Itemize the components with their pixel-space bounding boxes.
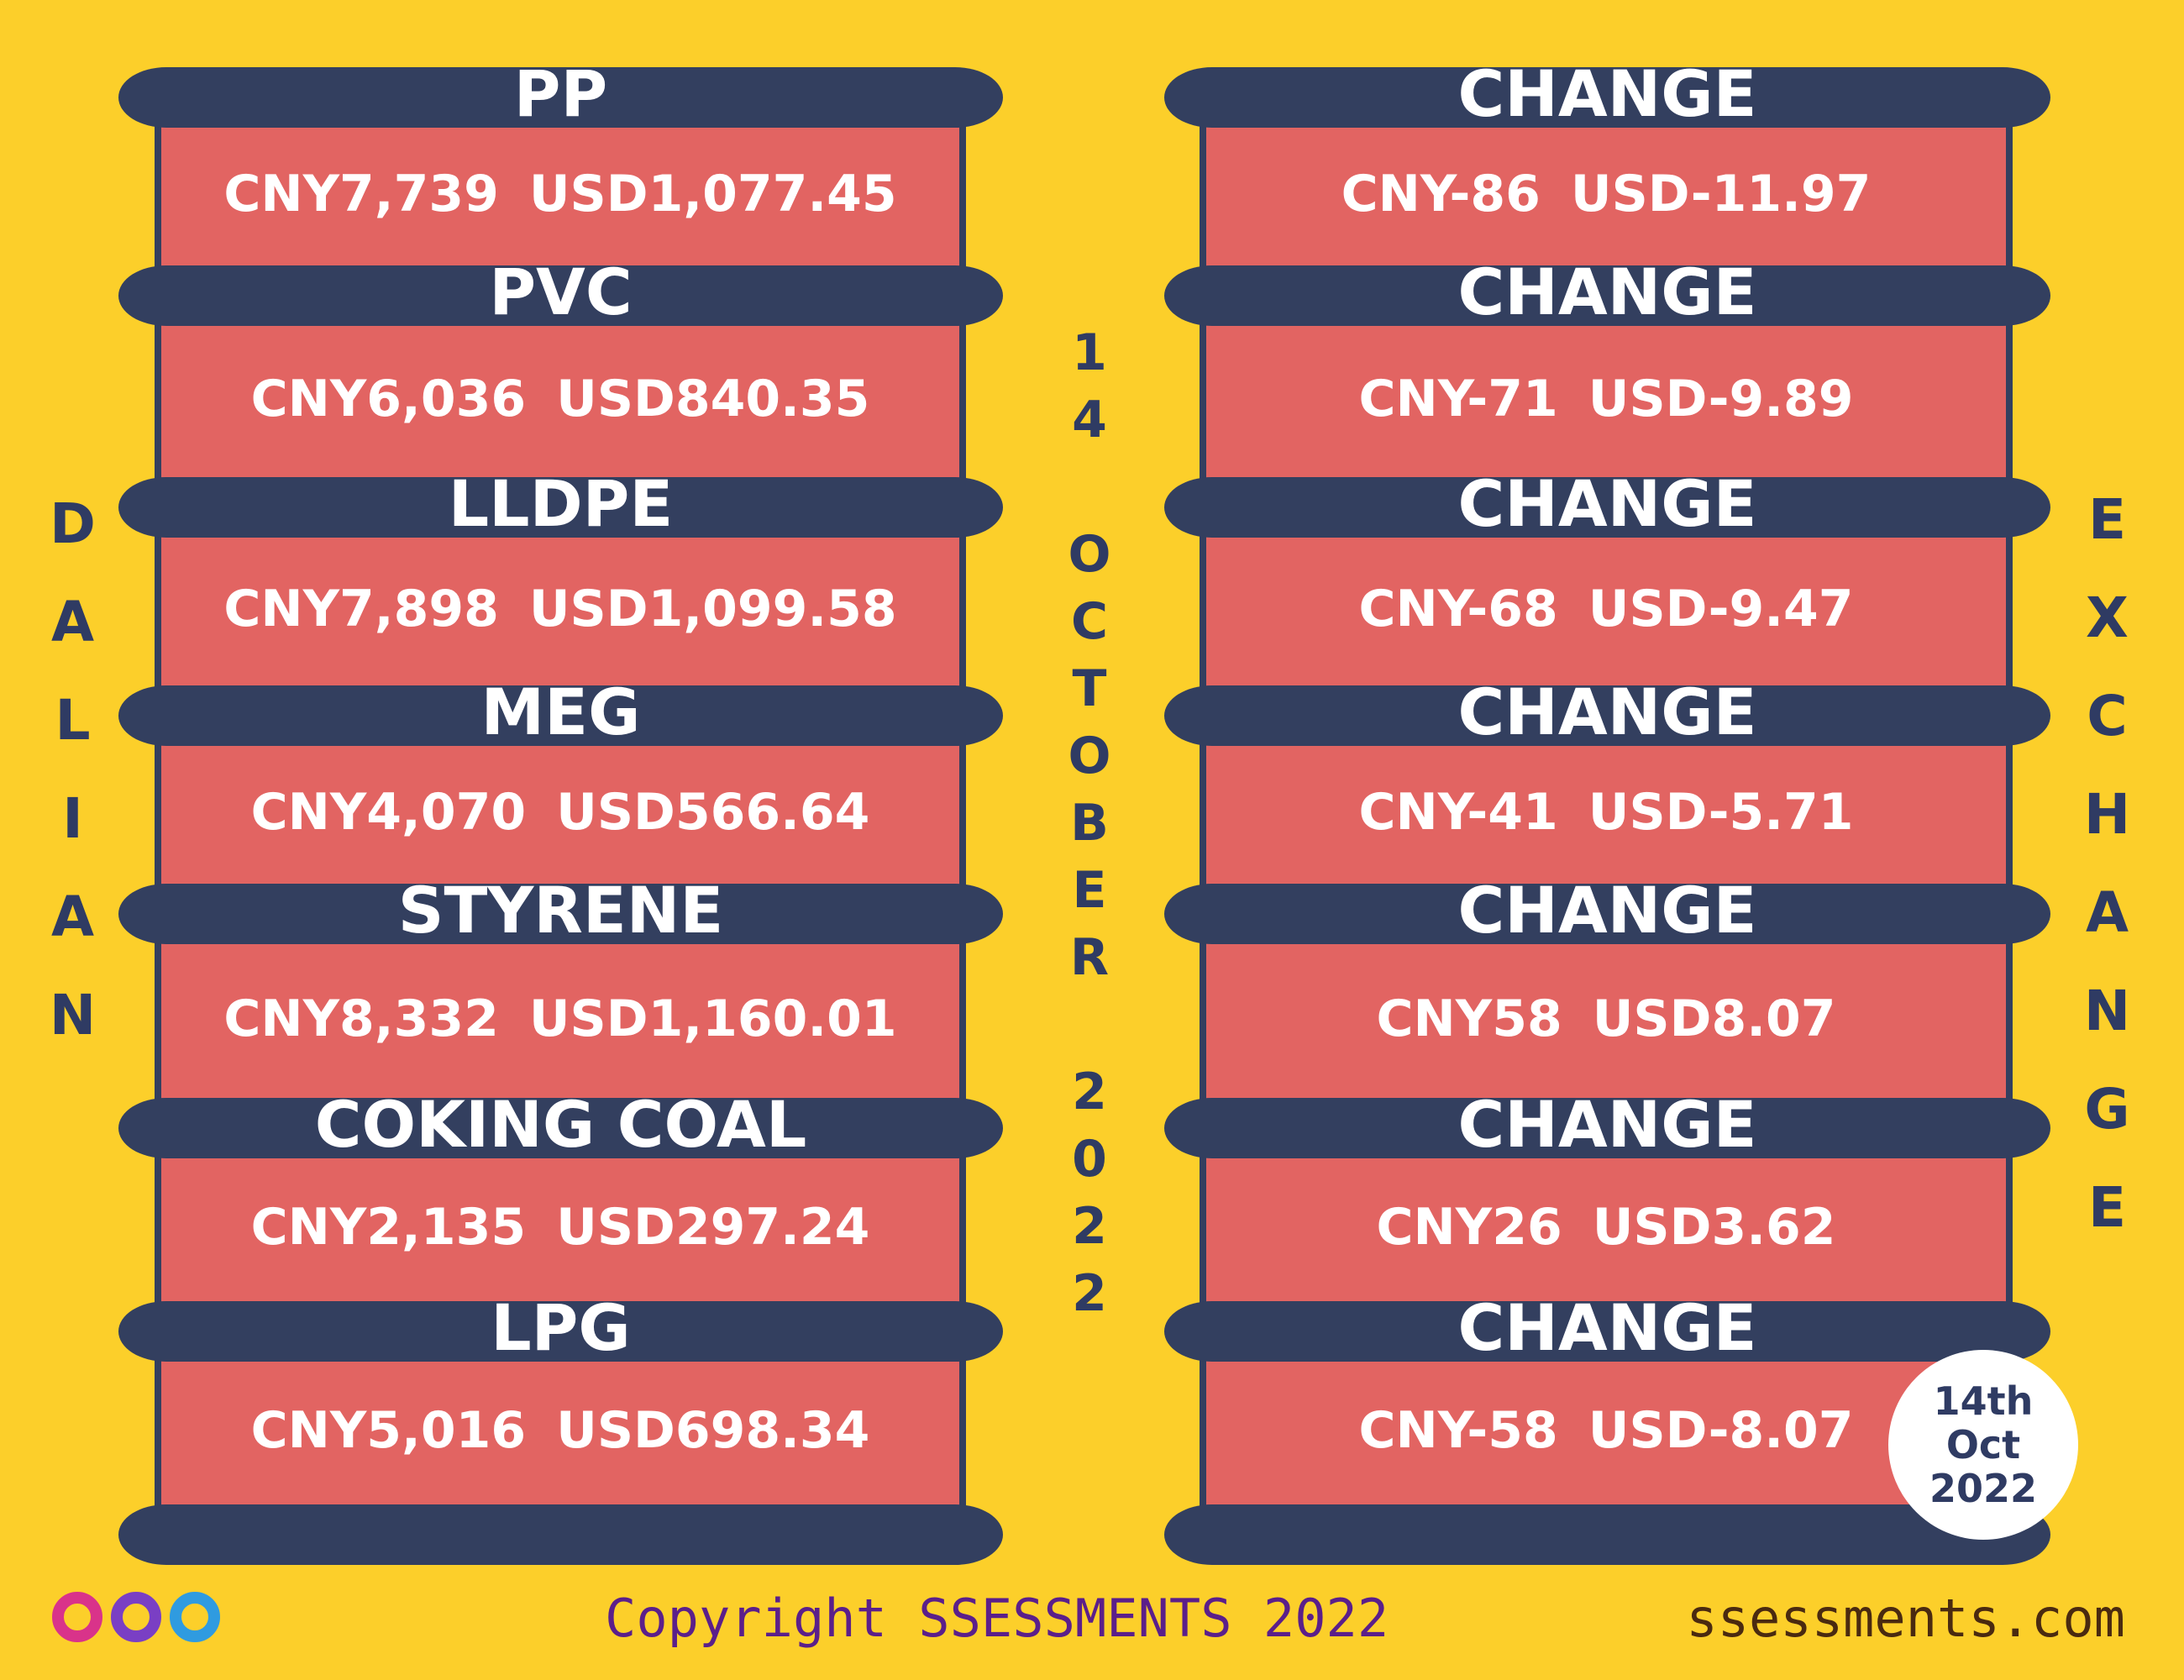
product-name: COKING COAL	[314, 1087, 807, 1162]
bar	[1164, 884, 2050, 944]
panel	[1200, 97, 2013, 1535]
price-cny: CNY7,898	[223, 580, 499, 638]
price-row: CNY58 USD8.07	[1200, 990, 2013, 1048]
side-label: DALIAN	[40, 491, 105, 1081]
price-row: CNY-86 USD-11.97	[1200, 165, 2013, 223]
price-row: CNY6,036 USD840.35	[155, 370, 966, 428]
copyright: Copyright SSESSMENTS 2022	[605, 1588, 1389, 1649]
side-label: EXCHANGE	[2075, 487, 2139, 1273]
price-usd: USD1,099.58	[528, 580, 897, 638]
change-label: CHANGE	[1457, 56, 1757, 131]
price-cny: CNY-86	[1341, 165, 1541, 223]
price-usd: USD698.34	[556, 1401, 870, 1460]
price-usd: USD-11.97	[1570, 165, 1872, 223]
change-label: CHANGE	[1457, 1087, 1757, 1162]
logo-ring	[170, 1592, 220, 1642]
price-row: CNY7,898 USD1,099.58	[155, 580, 966, 638]
price-usd: USD1,077.45	[528, 165, 897, 223]
logo-ring	[111, 1592, 161, 1642]
price-usd: USD-9.47	[1588, 580, 1854, 638]
price-row: CNY7,739 USD1,077.45	[155, 165, 966, 223]
change-label: CHANGE	[1457, 466, 1757, 541]
bar	[1164, 1504, 2050, 1565]
date-label: 14 OCTOBER 2022	[1060, 323, 1119, 1331]
change-label: CHANGE	[1457, 1290, 1757, 1365]
price-row: CNY8,332 USD1,160.01	[155, 990, 966, 1048]
price-row: CNY2,135 USD297.24	[155, 1198, 966, 1257]
price-cny: CNY4,070	[250, 783, 527, 842]
bar	[118, 1098, 1003, 1158]
bar	[1164, 1301, 2050, 1362]
product-name: STYRENE	[397, 873, 724, 948]
price-row: CNY-68 USD-9.47	[1200, 580, 2013, 638]
panel	[155, 97, 966, 1535]
date-badge: 14th Oct 2022	[1888, 1350, 2078, 1540]
change-label: CHANGE	[1457, 675, 1757, 749]
product-name: LPG	[491, 1290, 631, 1365]
bar	[1164, 265, 2050, 326]
bar	[118, 265, 1003, 326]
price-row: CNY26 USD3.62	[1200, 1198, 2013, 1257]
change-label: CHANGE	[1457, 255, 1757, 329]
bar	[118, 884, 1003, 944]
price-row: CNY-41 USD-5.71	[1200, 783, 2013, 842]
price-usd: USD-8.07	[1588, 1401, 1854, 1460]
bar	[1164, 685, 2050, 746]
price-usd: USD-5.71	[1588, 783, 1854, 842]
price-cny: CNY-68	[1358, 580, 1558, 638]
price-cny: CNY-58	[1358, 1401, 1558, 1460]
badge-line: 14th	[1933, 1378, 2034, 1424]
price-usd: USD3.62	[1592, 1198, 1836, 1257]
product-name: MEG	[480, 675, 641, 749]
bar	[1164, 1098, 2050, 1158]
price-cny: CNY26	[1376, 1198, 1562, 1257]
price-cny: CNY2,135	[250, 1198, 527, 1257]
product-name: PVC	[489, 255, 633, 329]
bar	[1164, 477, 2050, 538]
price-row: CNY-58 USD-8.07	[1200, 1401, 2013, 1460]
logo	[52, 1592, 228, 1647]
badge-line: Oct	[1945, 1422, 2021, 1467]
badge-line: 2022	[1929, 1466, 2038, 1511]
price-usd: USD297.24	[556, 1198, 870, 1257]
price-row: CNY4,070 USD566.64	[155, 783, 966, 842]
price-cny: CNY58	[1376, 989, 1562, 1048]
price-usd: USD840.35	[556, 370, 870, 428]
bar	[118, 477, 1003, 538]
price-cny: CNY8,332	[223, 989, 499, 1048]
price-cny: CNY6,036	[250, 370, 527, 428]
change-label: CHANGE	[1457, 873, 1757, 948]
bar	[1164, 67, 2050, 128]
bar	[118, 685, 1003, 746]
price-usd: USD-9.89	[1588, 370, 1854, 428]
price-cny: CNY-41	[1358, 783, 1558, 842]
price-usd: USD8.07	[1592, 989, 1836, 1048]
price-row: CNY-71 USD-9.89	[1200, 370, 2013, 428]
price-cny: CNY5,016	[250, 1401, 527, 1460]
bar	[118, 1301, 1003, 1362]
price-cny: CNY7,739	[223, 165, 499, 223]
price-row: CNY5,016 USD698.34	[155, 1401, 966, 1460]
bar	[118, 67, 1003, 128]
product-name: LLDPE	[448, 466, 674, 541]
price-cny: CNY-71	[1358, 370, 1558, 428]
price-usd: USD1,160.01	[528, 989, 897, 1048]
logo-ring	[52, 1592, 102, 1642]
price-usd: USD566.64	[556, 783, 870, 842]
product-name: PP	[513, 56, 608, 131]
bar	[118, 1504, 1003, 1565]
website: ssessments.com	[1686, 1588, 2125, 1649]
